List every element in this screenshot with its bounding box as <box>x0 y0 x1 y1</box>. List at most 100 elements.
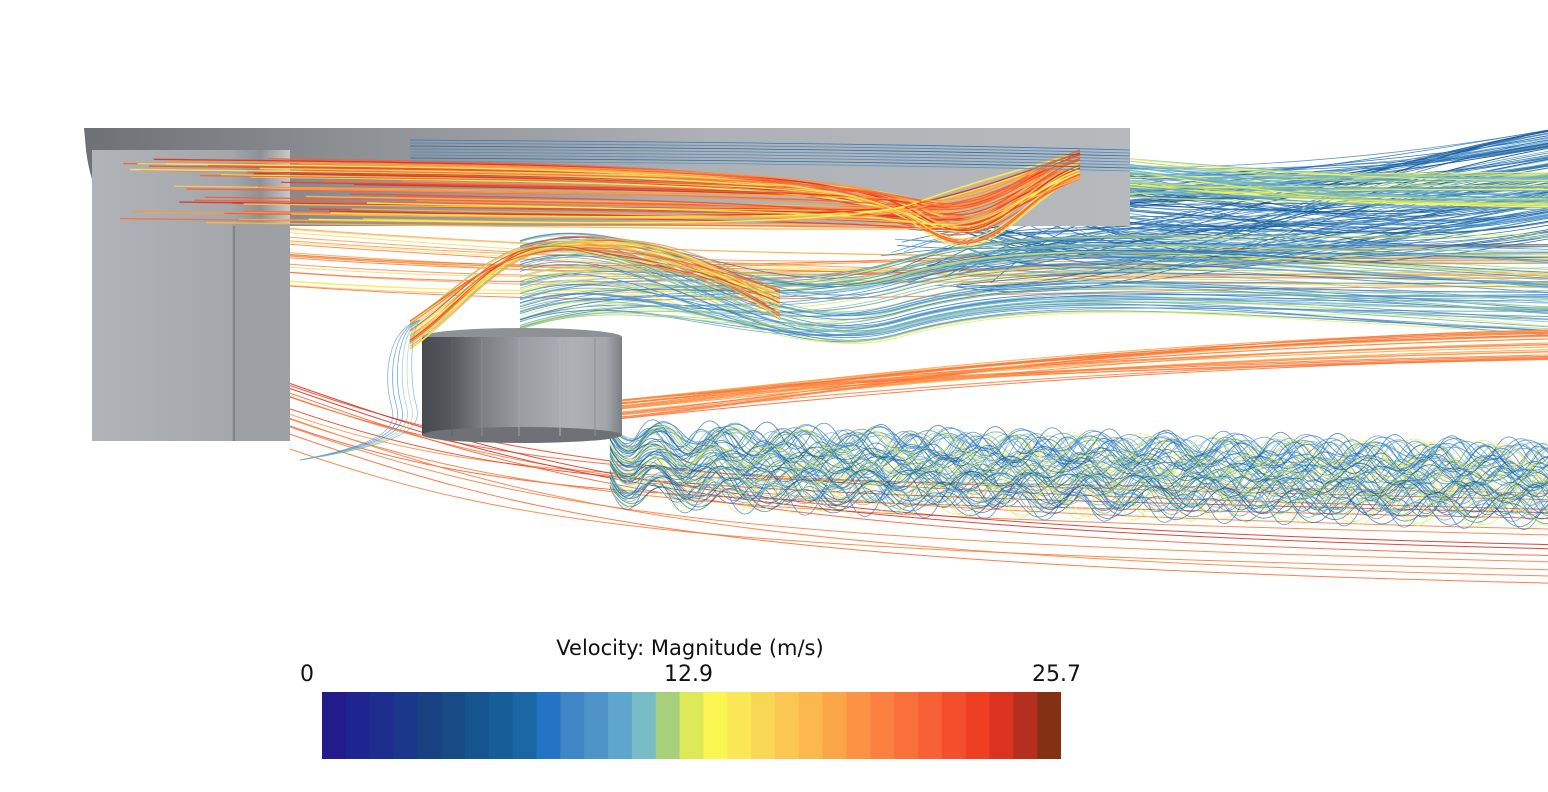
streamline <box>927 144 1548 269</box>
streamline <box>969 130 1548 272</box>
streamline <box>519 261 1548 341</box>
streamline <box>609 419 1548 465</box>
colorbar-swatch <box>465 692 490 759</box>
colorbar-swatch <box>417 692 442 759</box>
legend-max-label: 25.7 <box>1032 662 1081 687</box>
legend-min-label: 0 <box>300 662 314 687</box>
streamline <box>609 454 1548 491</box>
colorbar-swatch <box>393 692 418 759</box>
colorbar-swatch <box>488 692 514 759</box>
streamline <box>409 142 1131 154</box>
streamline <box>609 448 1548 488</box>
streamline <box>519 243 1548 285</box>
streamline <box>409 148 1131 160</box>
colorbar-swatch <box>798 692 824 759</box>
streamline <box>330 153 1081 218</box>
streamline <box>409 154 1131 166</box>
streamline <box>350 173 1081 231</box>
colorbar-swatch <box>965 692 991 759</box>
streamline <box>299 319 421 461</box>
streamline <box>988 220 1548 238</box>
streamline <box>619 351 1548 410</box>
colorbar-swatch <box>727 692 752 759</box>
streamline <box>409 249 781 322</box>
streamline <box>908 209 1548 284</box>
streamline <box>299 319 421 461</box>
streamline <box>299 319 421 461</box>
streamline <box>303 150 1081 208</box>
colorbar-swatch <box>941 692 967 759</box>
streamline <box>609 421 1548 460</box>
colorbar-swatch <box>846 692 871 759</box>
streamline <box>519 235 1548 334</box>
streamline <box>256 149 1081 202</box>
streamline <box>609 431 1548 474</box>
streamline <box>409 242 781 336</box>
streamline <box>979 152 1548 289</box>
streamline <box>519 257 1548 294</box>
streamline <box>619 344 1548 404</box>
streamline <box>519 255 1548 298</box>
streamline <box>519 234 1548 284</box>
streamlines-front <box>120 139 1131 461</box>
colorbar-swatch <box>512 692 538 759</box>
streamline <box>519 246 1548 337</box>
streamline <box>609 475 1548 517</box>
vehicle-pillar-edge <box>232 224 290 441</box>
colorbar-swatch <box>679 692 705 759</box>
streamline <box>519 237 1548 312</box>
streamline <box>519 235 1548 301</box>
streamline <box>206 177 1081 230</box>
streamline <box>609 446 1548 482</box>
streamline <box>165 163 1081 240</box>
streamline <box>519 263 1548 339</box>
streamline <box>609 462 1548 498</box>
streamline <box>299 319 421 461</box>
colorbar-swatch <box>560 692 585 759</box>
streamline <box>289 448 1548 571</box>
colorbar-swatch <box>608 692 633 759</box>
streamline <box>289 417 1548 577</box>
colorbar-swatch <box>1013 692 1038 759</box>
legend-title: Velocity: Magnitude (m/s) <box>556 636 824 660</box>
colorbar-swatch <box>751 692 776 759</box>
colorbar-swatch <box>989 692 1014 759</box>
colorbar-swatch <box>655 692 681 759</box>
streamline <box>519 256 1548 315</box>
colorbar-swatch <box>870 692 895 759</box>
colorbar-swatch <box>774 692 800 759</box>
streamline <box>409 244 781 349</box>
streamline <box>519 292 1548 332</box>
streamline <box>299 319 421 461</box>
streamline <box>609 426 1548 471</box>
streamline <box>519 283 1548 327</box>
streamline <box>609 480 1548 520</box>
colorbar-swatch <box>322 692 347 759</box>
streamline <box>267 158 1081 244</box>
streamline <box>351 172 1081 225</box>
streamline <box>519 271 1548 321</box>
streamline <box>609 466 1548 514</box>
streamline <box>200 149 1081 205</box>
streamline <box>409 139 1131 151</box>
streamline <box>409 245 781 341</box>
streamline <box>609 465 1548 506</box>
colorbar-swatch <box>822 692 848 759</box>
streamline <box>299 319 421 461</box>
streamline <box>519 240 1548 321</box>
streamline <box>619 331 1548 407</box>
streamline <box>519 282 1548 318</box>
colorbar-swatch <box>703 692 728 759</box>
colorbar-swatch <box>917 692 943 759</box>
streamline <box>619 342 1548 415</box>
streamline <box>409 151 1131 163</box>
streamline <box>609 437 1548 478</box>
streamline <box>366 172 1081 226</box>
streamline <box>329 152 1081 216</box>
streamline <box>609 442 1548 485</box>
streamline <box>519 288 1548 325</box>
streamline <box>409 145 1131 157</box>
streamline <box>519 281 1548 344</box>
colorbar-swatch <box>894 692 919 759</box>
streamline <box>519 267 1548 329</box>
